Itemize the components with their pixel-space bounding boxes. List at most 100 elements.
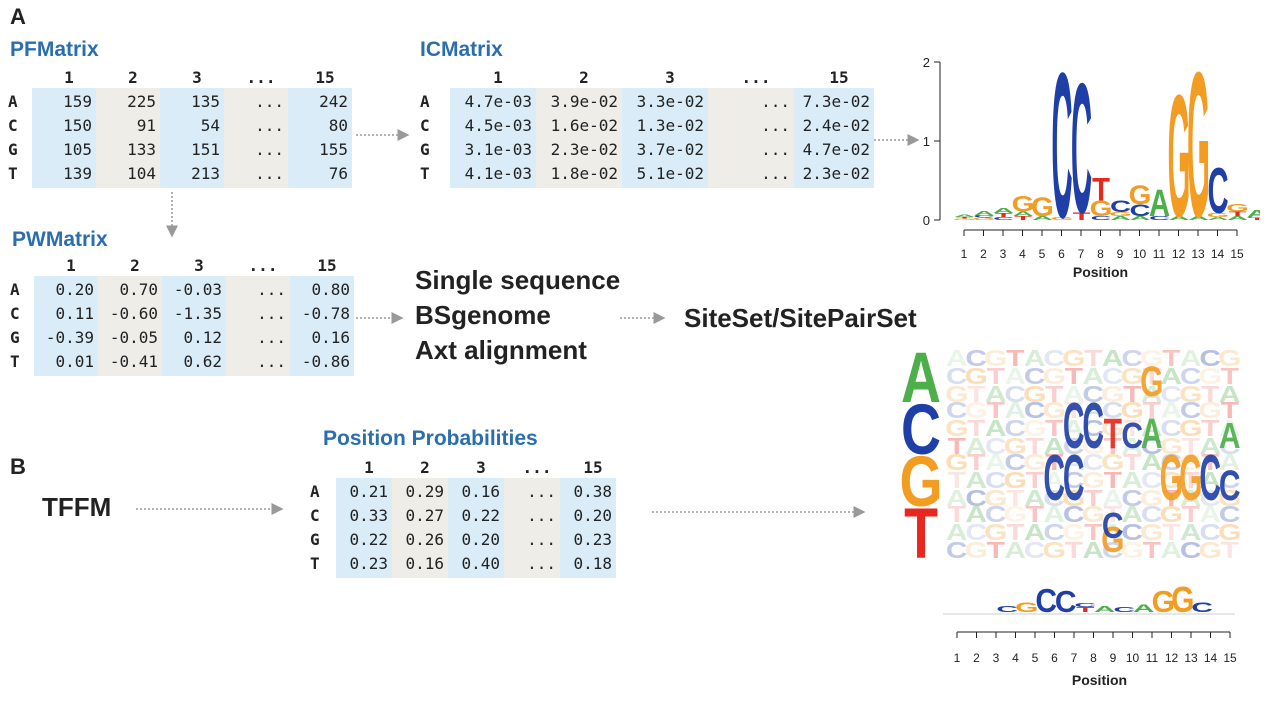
pwm-cell: -0.03 — [173, 280, 222, 299]
tffm-faded-letter: T — [1065, 397, 1084, 423]
pp-cell: 0.18 — [573, 554, 612, 573]
tffm-faded-letter: T — [987, 537, 1006, 563]
tffm-row-letter: T — [904, 493, 938, 574]
tffm-faded-letter: T — [1104, 501, 1123, 527]
tffm-faded-letter: T — [1182, 467, 1201, 493]
icm-cell: 3.3e-02 — [636, 92, 704, 111]
tffm-faded-letter: C — [1180, 397, 1202, 423]
tffm-faded-letter: G — [1101, 449, 1124, 475]
pfm-column-bg — [32, 88, 96, 188]
tffm-faded-letter: A — [1082, 537, 1104, 563]
pfm-cell: 91 — [136, 116, 156, 135]
icm-cell: 4.7e-02 — [802, 140, 870, 159]
tffm-faded-letter: T — [1221, 363, 1240, 389]
pfm-cell: 151 — [191, 140, 220, 159]
input-single-sequence: Single sequence — [415, 265, 621, 295]
tffm-faded-letter: A — [1199, 433, 1221, 459]
logo-a-letter: T — [1014, 215, 1032, 221]
tffm-faded-letter: A — [1160, 363, 1182, 389]
logo-a-letter: C — [993, 216, 1014, 221]
logo-a-letter: C — [1071, 50, 1092, 253]
pfm-cell: 80 — [328, 116, 348, 135]
tffm-faded-letter: T — [1201, 381, 1220, 407]
tffm-faded-letter: T — [987, 397, 1006, 423]
tffm-faded-letter: C — [1180, 363, 1202, 389]
pp-cell: 0.23 — [349, 554, 388, 573]
tffm-faded-letter: C — [1043, 345, 1065, 371]
tffm-faded-letter: A — [1082, 397, 1104, 423]
tffm-faded-letter: C — [1121, 519, 1143, 545]
logo-b-xtick-label: 14 — [1204, 651, 1218, 665]
tffm-faded-letter: T — [1045, 449, 1064, 475]
logo-b-xtick-label: 3 — [993, 651, 1000, 665]
pfm-col-header: 3 — [192, 68, 202, 87]
logo-a-letter: G — [953, 218, 976, 220]
pfm-column-bg — [160, 88, 224, 188]
tffm-faded-letter: T — [1201, 415, 1220, 441]
tffm-faded-letter: T — [1006, 485, 1025, 511]
pwm-cell: -0.78 — [301, 304, 350, 323]
pwm-cell: -0.86 — [301, 352, 350, 371]
logo-a-xtick-label: 12 — [1172, 247, 1186, 261]
tffm-faded-letter: C — [1004, 415, 1026, 441]
logo-a-letter: A — [1188, 215, 1209, 221]
tffm-faded-letter: T — [1104, 467, 1123, 493]
tffm-faded-letter: A — [1004, 397, 1026, 423]
pfm-cell: 133 — [127, 140, 156, 159]
tffm-faded-letter: A — [946, 345, 968, 371]
logo-a-letter: A — [1227, 215, 1248, 221]
logo-a-xtick-label: 1 — [961, 247, 968, 261]
tffm-faded-letter: C — [965, 485, 987, 511]
logo-a-xlabel: Position — [1073, 264, 1128, 280]
tffm-faded-letter: T — [1084, 485, 1103, 511]
tffm-small-logo-letter: G — [1015, 600, 1038, 615]
tffm-label: TFFM — [42, 492, 112, 522]
pp-cell: 0.27 — [405, 506, 444, 525]
icm-col-header: 1 — [493, 68, 503, 87]
tffm-faded-letter: A — [1219, 449, 1241, 475]
logo-a-xtick-label: 15 — [1230, 247, 1244, 261]
tffm-small-logo-letter: C — [1074, 602, 1096, 608]
pp-cell: 0.40 — [461, 554, 500, 573]
tffm-faded-letter: C — [985, 433, 1007, 459]
logo-b-xtick-label: 1 — [954, 651, 961, 665]
tffm-faded-letter: A — [965, 433, 987, 459]
tffm-faded-letter: A — [1141, 415, 1163, 441]
tffm-faded-letter: G — [1218, 345, 1241, 371]
tffm-strong-letter: C — [1063, 389, 1085, 462]
tffm-faded-letter: G — [1082, 501, 1105, 527]
icm-col-header: 3 — [665, 68, 675, 87]
tffm-faded-letter: G — [1140, 519, 1163, 545]
tffm-faded-letter: A — [1121, 467, 1143, 493]
tffm-faded-letter: A — [1063, 415, 1085, 441]
logo-a-letter: C — [1149, 215, 1170, 221]
tffm-faded-letter: A — [1180, 345, 1202, 371]
tffm-faded-letter: C — [1102, 537, 1124, 563]
position-probabilities-title: Position Probabilities — [323, 427, 538, 450]
tffm-faded-letter: T — [1045, 381, 1064, 407]
tffm-strong-letter: G — [1101, 521, 1124, 561]
tffm-faded-letter: G — [945, 381, 968, 407]
tffm-small-logo-letter: G — [1152, 586, 1175, 619]
pwm-cell: -0.39 — [45, 328, 94, 347]
icm-column-bg — [622, 88, 708, 188]
pfm-column-bg — [224, 88, 288, 188]
tffm-row-letter: C — [901, 389, 941, 470]
pp-row-label: G — [310, 530, 320, 549]
tffm-faded-letter: A — [965, 501, 987, 527]
pfm-column-bg — [96, 88, 160, 188]
tffm-faded-letter: T — [948, 501, 967, 527]
pwm-cell: 0.01 — [55, 352, 94, 371]
logo-b-xtick-label: 13 — [1184, 651, 1198, 665]
pfm-cell: ... — [255, 116, 284, 135]
pfm-cell: 54 — [200, 116, 220, 135]
logo-a-letter: A — [954, 214, 975, 218]
tffm-strong-letter: C — [1121, 417, 1143, 457]
logo-a-letter: T — [1229, 210, 1247, 217]
tffm-faded-letter: C — [1199, 519, 1221, 545]
pwm-cell: 0.80 — [311, 280, 350, 299]
tffm-faded-letter: G — [945, 449, 968, 475]
tffm-faded-letter: A — [1219, 415, 1241, 441]
pwm-col-header: 2 — [130, 256, 140, 275]
tffm-strong-letter: C — [1219, 461, 1241, 510]
